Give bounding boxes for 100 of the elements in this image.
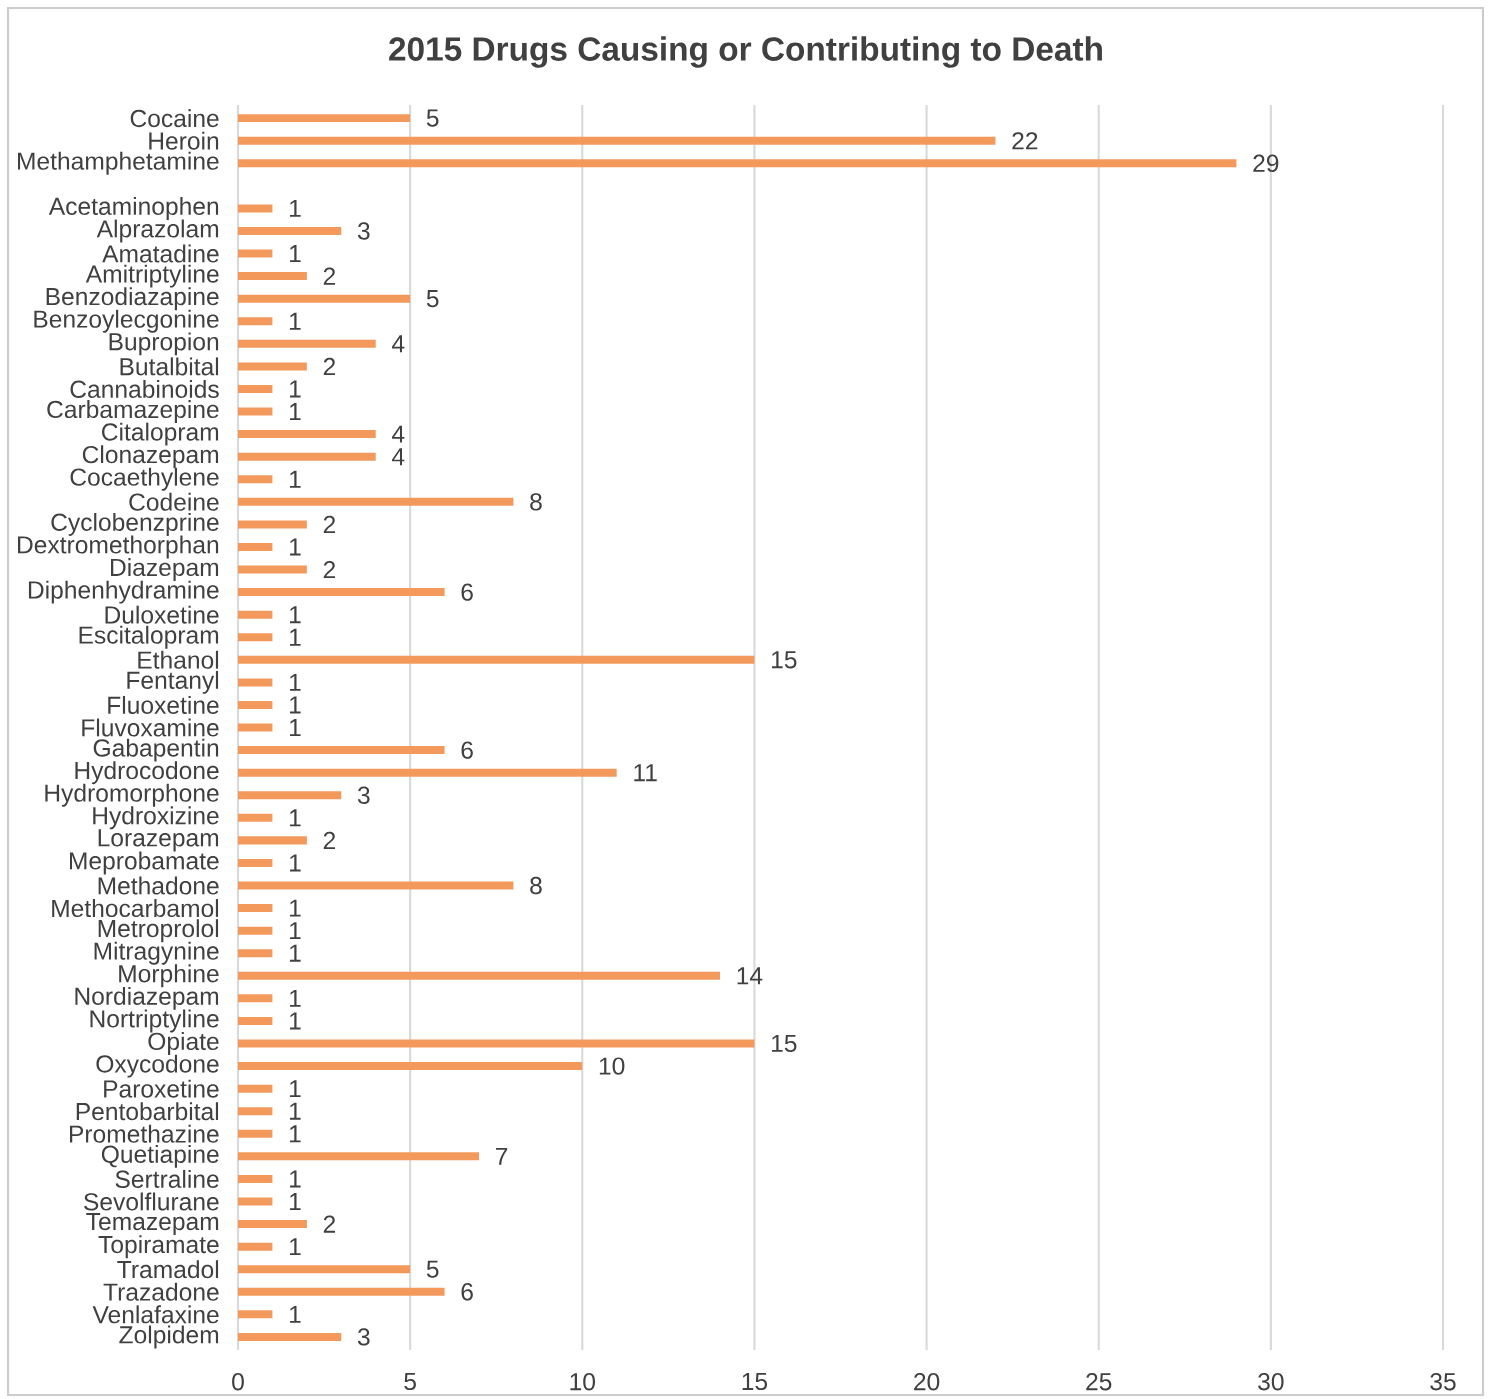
y-tick-label: Meprobamate [69,851,219,875]
data-label: 3 [357,222,370,240]
y-tick-label: Cannabinoids [70,379,219,398]
data-label: 1 [290,470,301,488]
data-label: 6 [461,1283,473,1301]
bar [238,339,376,348]
y-tick-label: Amatadine [102,244,219,263]
bar [238,1332,342,1341]
bar [238,949,273,958]
y-tick-label: Cocaine [130,109,219,128]
data-label: 1 [290,696,301,714]
data-label: 2 [323,357,336,375]
y-tick-label: Nordiazepam [75,986,219,1010]
bar [238,1265,411,1274]
data-label: 14 [737,967,763,985]
data-label: 29 [1253,154,1279,172]
data-label: 2 [323,560,336,579]
y-tick-label: Zolpidem [119,1325,219,1349]
bar [238,1310,273,1319]
data-label: 1 [290,403,301,420]
data-label: 1 [290,538,301,556]
data-label: 2 [323,267,336,285]
y-tick-label: Diazepam [111,558,219,582]
bar [238,723,273,732]
data-label: 7 [495,1147,508,1165]
bar [238,813,273,822]
bar [238,407,273,416]
y-tick-label: Hydromorphone [45,783,219,807]
bar [238,362,307,371]
data-label: 4 [391,448,405,466]
bar [238,520,307,529]
data-label: 1 [290,1012,301,1030]
y-tick-label: Lorazepam [98,829,219,852]
y-tick-label: Fentanyl [127,670,219,694]
data-label: 1 [290,199,301,217]
bar [238,272,307,281]
data-label: 1 [290,1238,301,1256]
bar [238,858,273,867]
x-tick-label: 25 [1086,1373,1112,1391]
x-tick-label: 10 [570,1373,596,1391]
data-label: 1 [290,312,301,330]
data-label: 22 [1012,132,1038,150]
y-tick-label: Cyclobenzprine [51,512,219,536]
data-label: 1 [290,854,301,872]
bar [238,746,445,755]
y-tick-label: Amitriptyline [85,264,219,288]
bar [238,1062,583,1071]
bar [238,497,514,506]
y-tick-label: Promethazine [69,1124,219,1143]
data-label: 1 [290,380,301,398]
y-tick-label: Heroin [149,131,219,150]
data-label: 6 [461,583,473,601]
bar [238,114,411,123]
bar [238,1039,755,1048]
data-label: 1 [290,922,301,940]
y-tick-label: Benzodiazapine [46,287,219,311]
y-tick-label: Morphine [119,964,219,988]
y-tick-label: Metroprolol [98,919,219,943]
data-label: 1 [290,606,301,624]
bar [238,294,411,303]
y-tick-label: Fluvoxamine [82,718,219,737]
bar [238,1107,273,1116]
bar [238,678,273,687]
data-label: 11 [634,764,657,782]
data-label: 2 [323,831,336,849]
data-label: 15 [772,1034,797,1053]
data-label: 1 [290,1125,301,1143]
data-label: 1 [290,989,301,1007]
bar [238,565,307,574]
bar [238,249,273,258]
bar [238,317,273,326]
bar [238,655,755,664]
data-label: 1 [290,719,301,736]
x-tick-label: 35 [1430,1373,1456,1391]
y-tick-label: Mitragynine [94,941,219,965]
bar [238,791,342,800]
bar [238,633,273,642]
data-label: 8 [530,493,542,511]
data-label: 1 [290,809,301,827]
bar [238,1174,273,1183]
y-tick-label: Hydrocodone [75,761,219,785]
data-label: 1 [290,1193,301,1210]
data-label: 5 [426,109,439,127]
y-tick-label: Acetaminophen [48,196,219,220]
x-tick-label: 0 [232,1373,244,1391]
data-label: 10 [599,1057,625,1075]
bar [238,904,273,913]
chart-title: 2015 Drugs Causing or Contributing to Death [389,36,1102,68]
y-tick-label: Alprazolam [96,219,219,243]
y-tick-label: Pentobarbital [76,1102,219,1121]
bar [238,384,273,393]
data-label: 6 [461,741,473,759]
bar [238,836,307,845]
bar [238,926,273,935]
y-tick-label: Paroxetine [104,1079,219,1098]
y-tick-label: Temazepam [86,1213,219,1236]
y-tick-label: Ethanol [138,650,219,669]
y-tick-label: Opiate [148,1032,219,1055]
y-tick-label: Butalbital [120,357,219,376]
bar [238,1129,273,1138]
